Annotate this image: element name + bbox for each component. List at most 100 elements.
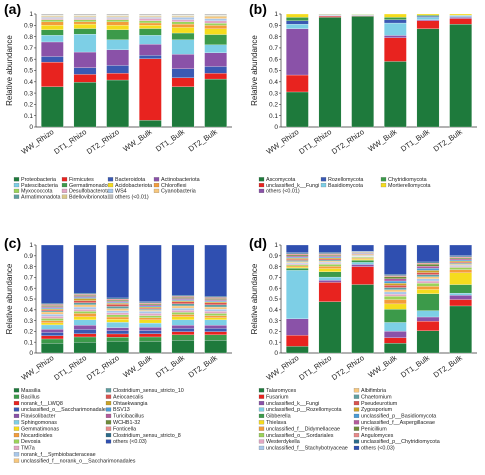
bar-segment [204, 34, 227, 45]
legend-swatch [107, 183, 114, 188]
bar-segment [286, 335, 309, 347]
bar-segment [384, 337, 407, 344]
bar-segment [416, 286, 440, 290]
y-tick-label: 0.5 [269, 296, 278, 303]
bar-segment [139, 16, 162, 18]
legend-label: Desulfobacterota [69, 189, 110, 195]
legend-swatch [320, 177, 327, 182]
bar-segment [73, 16, 97, 18]
bar-segment [204, 319, 227, 326]
bar-segment [139, 313, 162, 316]
bar-segment [449, 265, 472, 267]
bar-segment [106, 297, 129, 300]
legend-label: Rozellomycota [328, 177, 363, 183]
bar-segment [204, 315, 227, 318]
bar-segment [171, 314, 195, 317]
bar-segment [171, 32, 195, 40]
bar-segment [204, 302, 227, 306]
bar-segment [286, 20, 309, 25]
legend-label: unclassified_p__Chytridiomycota [361, 439, 440, 445]
bar-segment [416, 293, 440, 311]
x-category-label: DT1_Bulk [154, 353, 186, 379]
bar-segment [384, 296, 407, 300]
bar-segment [318, 261, 342, 264]
bar-segment [41, 318, 64, 321]
bar-segment [449, 295, 472, 300]
bar-segment [449, 267, 472, 270]
bar-segment [106, 25, 129, 30]
bar-segment [318, 301, 342, 354]
bar-segment [416, 262, 440, 265]
legend-label: Clostridium_sensu_stricto_8 [113, 433, 181, 439]
legend-label: Zygosporium [361, 407, 393, 413]
bar-segment [416, 289, 440, 294]
bar-segment [286, 252, 309, 254]
legend-swatch [258, 426, 265, 431]
bar-segment [41, 25, 64, 30]
x-category-label: DT2_Rhizo [330, 127, 366, 156]
y-tick-label: 1 [274, 11, 278, 18]
y-tick-label: 0.5 [24, 68, 33, 75]
y-tick-label: 0.1 [269, 113, 278, 120]
bar-segment [73, 329, 97, 334]
legend-label: Bdellovibrionota [69, 194, 107, 200]
legend-swatch [353, 407, 360, 412]
bar-segment [139, 330, 162, 334]
bar-segment [384, 285, 407, 288]
bar-segment [384, 278, 407, 282]
bar-segment [41, 309, 64, 312]
bar-segment [318, 263, 342, 265]
bar-segment [204, 25, 227, 29]
y-tick-label: 0.2 [24, 102, 33, 109]
y-tick-label: 0.6 [24, 285, 33, 292]
legend-label: others (<0.01) [115, 194, 149, 200]
bar-segment [73, 19, 97, 22]
bar-segment [416, 13, 440, 16]
bar-segment [416, 270, 440, 273]
bar-segment [41, 307, 64, 309]
bar-segment [106, 341, 129, 354]
y-tick-label: 0.5 [269, 68, 278, 75]
legend-swatch [258, 445, 265, 450]
y-tick-label: 0 [274, 124, 278, 131]
legend-swatch [61, 188, 68, 193]
bar-segment [449, 258, 472, 261]
bar-segment [106, 314, 129, 318]
legend-swatch [105, 439, 112, 444]
bar-segment [73, 336, 97, 343]
bar-segment [73, 297, 97, 299]
panel-3: (d) Relative abundance 0 0.1 0.2 0.3 0.4 0.5 0.6… [249, 235, 477, 452]
legend-swatch [258, 413, 265, 418]
bar-segment [106, 322, 129, 328]
bar-segment [41, 335, 64, 340]
bar-segment [384, 61, 407, 128]
legend-label: unclassified_f__Aspergillaceae [361, 420, 435, 426]
bar-segment [416, 266, 440, 269]
bar-segment [286, 254, 309, 257]
bar-segment [416, 15, 440, 17]
x-category-label: DT1_Bulk [399, 127, 431, 153]
bar-segment [416, 16, 440, 18]
y-tick-label: 0.1 [24, 339, 33, 346]
bar-segment [416, 310, 440, 318]
legend-label: others (<0.03) [361, 446, 395, 452]
bar-segment [139, 304, 162, 307]
bar-segment [286, 264, 309, 267]
bar-segment [449, 16, 472, 18]
bar-segment [41, 17, 64, 19]
bar-segment [171, 77, 195, 87]
bar-segment [416, 278, 440, 282]
bar-segment [286, 262, 309, 264]
legend-label: unclassified_o__Sordariales [266, 433, 334, 439]
bar-segment [171, 334, 195, 341]
bar-segment [139, 317, 162, 320]
legend-label: Proteobacteria [21, 177, 56, 183]
bar-segment [384, 283, 407, 286]
legend-label: TM7a [21, 446, 35, 452]
bar-segment [286, 318, 309, 336]
bar-segment [106, 302, 129, 304]
bar-segment [41, 343, 64, 354]
y-tick-label: 0.3 [24, 318, 33, 325]
bar-segment [171, 312, 195, 315]
